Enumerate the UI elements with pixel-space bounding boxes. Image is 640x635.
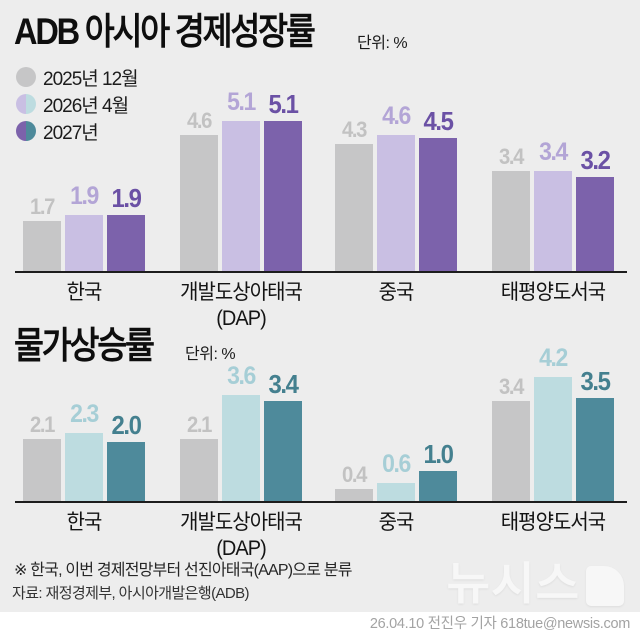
- chart1-unit-label: 단위: %: [357, 35, 408, 52]
- bar-2025년 12월-한국: [23, 439, 61, 501]
- bar-2025년 12월-중국: [335, 144, 373, 271]
- legend-dot-icon: [16, 121, 36, 141]
- bar-value-label: 0.6: [382, 450, 411, 478]
- bar-value-label: 3.2: [580, 145, 611, 175]
- bar-value-label: 3.4: [498, 374, 524, 399]
- chart2-unit-label: 단위: %: [185, 346, 236, 363]
- bar-2025년 12월-개발도상아태국: [180, 135, 218, 271]
- bar-2026년 4월-태평양도서국: [534, 171, 572, 271]
- bar-value-label: 2.1: [29, 412, 55, 437]
- bar-2026년 4월-중국: [377, 135, 415, 271]
- bar-2025년 12월-태평양도서국: [492, 401, 530, 501]
- bar-2027년-태평양도서국: [576, 398, 614, 501]
- bar-2026년 4월-중국: [377, 483, 415, 501]
- bar-2027년-태평양도서국: [576, 177, 614, 271]
- bar-value-label: 2.0: [111, 410, 142, 440]
- category-label-개발도상아태국: 개발도상아태국 (DAP): [160, 280, 322, 331]
- inflation-rate-chart: 2.1 2.3 2.0 2.1 3.6 3.4 0.4 0.6 1.0 3.4 4.2 3.5: [15, 315, 627, 503]
- legend-label: 2026년 4월: [43, 95, 129, 117]
- footnote-text: ※ 한국, 이번 경제전망부터 선진아태국(AAP)으로 분류: [14, 562, 352, 579]
- chart1-title: ADB 아시아 경제성장률: [14, 11, 316, 52]
- bar-2025년 12월-중국: [335, 489, 373, 501]
- bar-2026년 4월-태평양도서국: [534, 377, 572, 501]
- legend-item-2025: 2025년 12월: [16, 66, 139, 90]
- bar-2027년-개발도상아태국: [264, 401, 302, 501]
- bar-value-label: 4.2: [539, 344, 568, 372]
- newsis-logo-mark-icon: [586, 565, 624, 606]
- bar-2026년 4월-한국: [65, 433, 103, 501]
- category-sublabel: (DAP): [216, 536, 267, 560]
- legend-label: 2025년 12월: [43, 68, 139, 90]
- bar-value-label: 3.4: [498, 144, 524, 169]
- legend-item-2026: 2026년 4월: [16, 93, 138, 117]
- bar-value-label: 3.4: [539, 138, 568, 166]
- bar-value-label: 5.1: [268, 89, 299, 119]
- bar-value-label: 2.3: [70, 400, 99, 428]
- category-sublabel: (DAP): [216, 306, 267, 330]
- bar-value-label: 5.1: [227, 88, 256, 116]
- bar-value-label: 4.6: [382, 102, 411, 130]
- newsis-logo-text: 뉴시스: [446, 558, 580, 609]
- bar-2027년-한국: [107, 215, 145, 271]
- legend-label: 2027년: [43, 122, 99, 144]
- category-label-중국: 중국: [378, 511, 415, 534]
- bar-value-label: 1.7: [29, 194, 55, 219]
- bar-2026년 4월-한국: [65, 215, 103, 271]
- bar-value-label: 3.6: [227, 362, 256, 390]
- growth-rate-chart: 1.7 1.9 1.9 4.6 5.1 5.1 4.3 4.6 4.5 3.4 3.4 3.2: [15, 85, 627, 273]
- bar-value-label: 3.5: [580, 366, 611, 396]
- category-label-개발도상아태국: 개발도상아태국 (DAP): [160, 510, 322, 561]
- bar-value-label: 1.9: [70, 182, 99, 210]
- bar-value-label: 4.3: [341, 117, 367, 142]
- bar-2025년 12월-개발도상아태국: [180, 439, 218, 501]
- legend-dot-icon: [16, 67, 36, 87]
- bar-2026년 4월-개발도상아태국: [222, 395, 260, 501]
- bar-value-label: 2.1: [186, 412, 212, 437]
- category-label-한국: 한국: [66, 281, 103, 304]
- bar-2025년 12월-한국: [23, 221, 61, 271]
- byline-credit: 26.04.10 전진우 기자 618tue@newsis.com: [369, 616, 630, 632]
- gray-background-panel: [0, 0, 640, 612]
- bar-2027년-중국: [419, 138, 457, 271]
- bar-value-label: 1.9: [111, 183, 142, 213]
- bar-2027년-한국: [107, 442, 145, 501]
- source-text: 자료: 재정경제부, 아시아개발은행(ADB): [12, 585, 250, 602]
- legend: 2025년 12월 2026년 4월 2027년: [16, 66, 139, 147]
- chart2-title: 물가상승률: [14, 325, 155, 366]
- legend-item-2027: 2027년: [16, 120, 138, 144]
- bar-2027년-중국: [419, 471, 457, 501]
- bar-value-label: 0.4: [341, 462, 367, 487]
- category-label-중국: 중국: [378, 281, 415, 304]
- bar-2025년 12월-태평양도서국: [492, 171, 530, 271]
- bar-value-label: 4.5: [423, 106, 454, 136]
- bar-value-label: 1.0: [423, 439, 454, 469]
- bar-value-label: 3.4: [268, 369, 299, 399]
- legend-dot-icon: [16, 94, 36, 114]
- category-label-태평양도서국: 태평양도서국: [500, 511, 606, 534]
- newsis-logo: 뉴시스: [446, 561, 624, 606]
- category-label-태평양도서국: 태평양도서국: [500, 281, 606, 304]
- bar-2026년 4월-개발도상아태국: [222, 121, 260, 271]
- bar-2027년-개발도상아태국: [264, 121, 302, 271]
- bar-value-label: 4.6: [186, 108, 212, 133]
- category-label-한국: 한국: [66, 511, 103, 534]
